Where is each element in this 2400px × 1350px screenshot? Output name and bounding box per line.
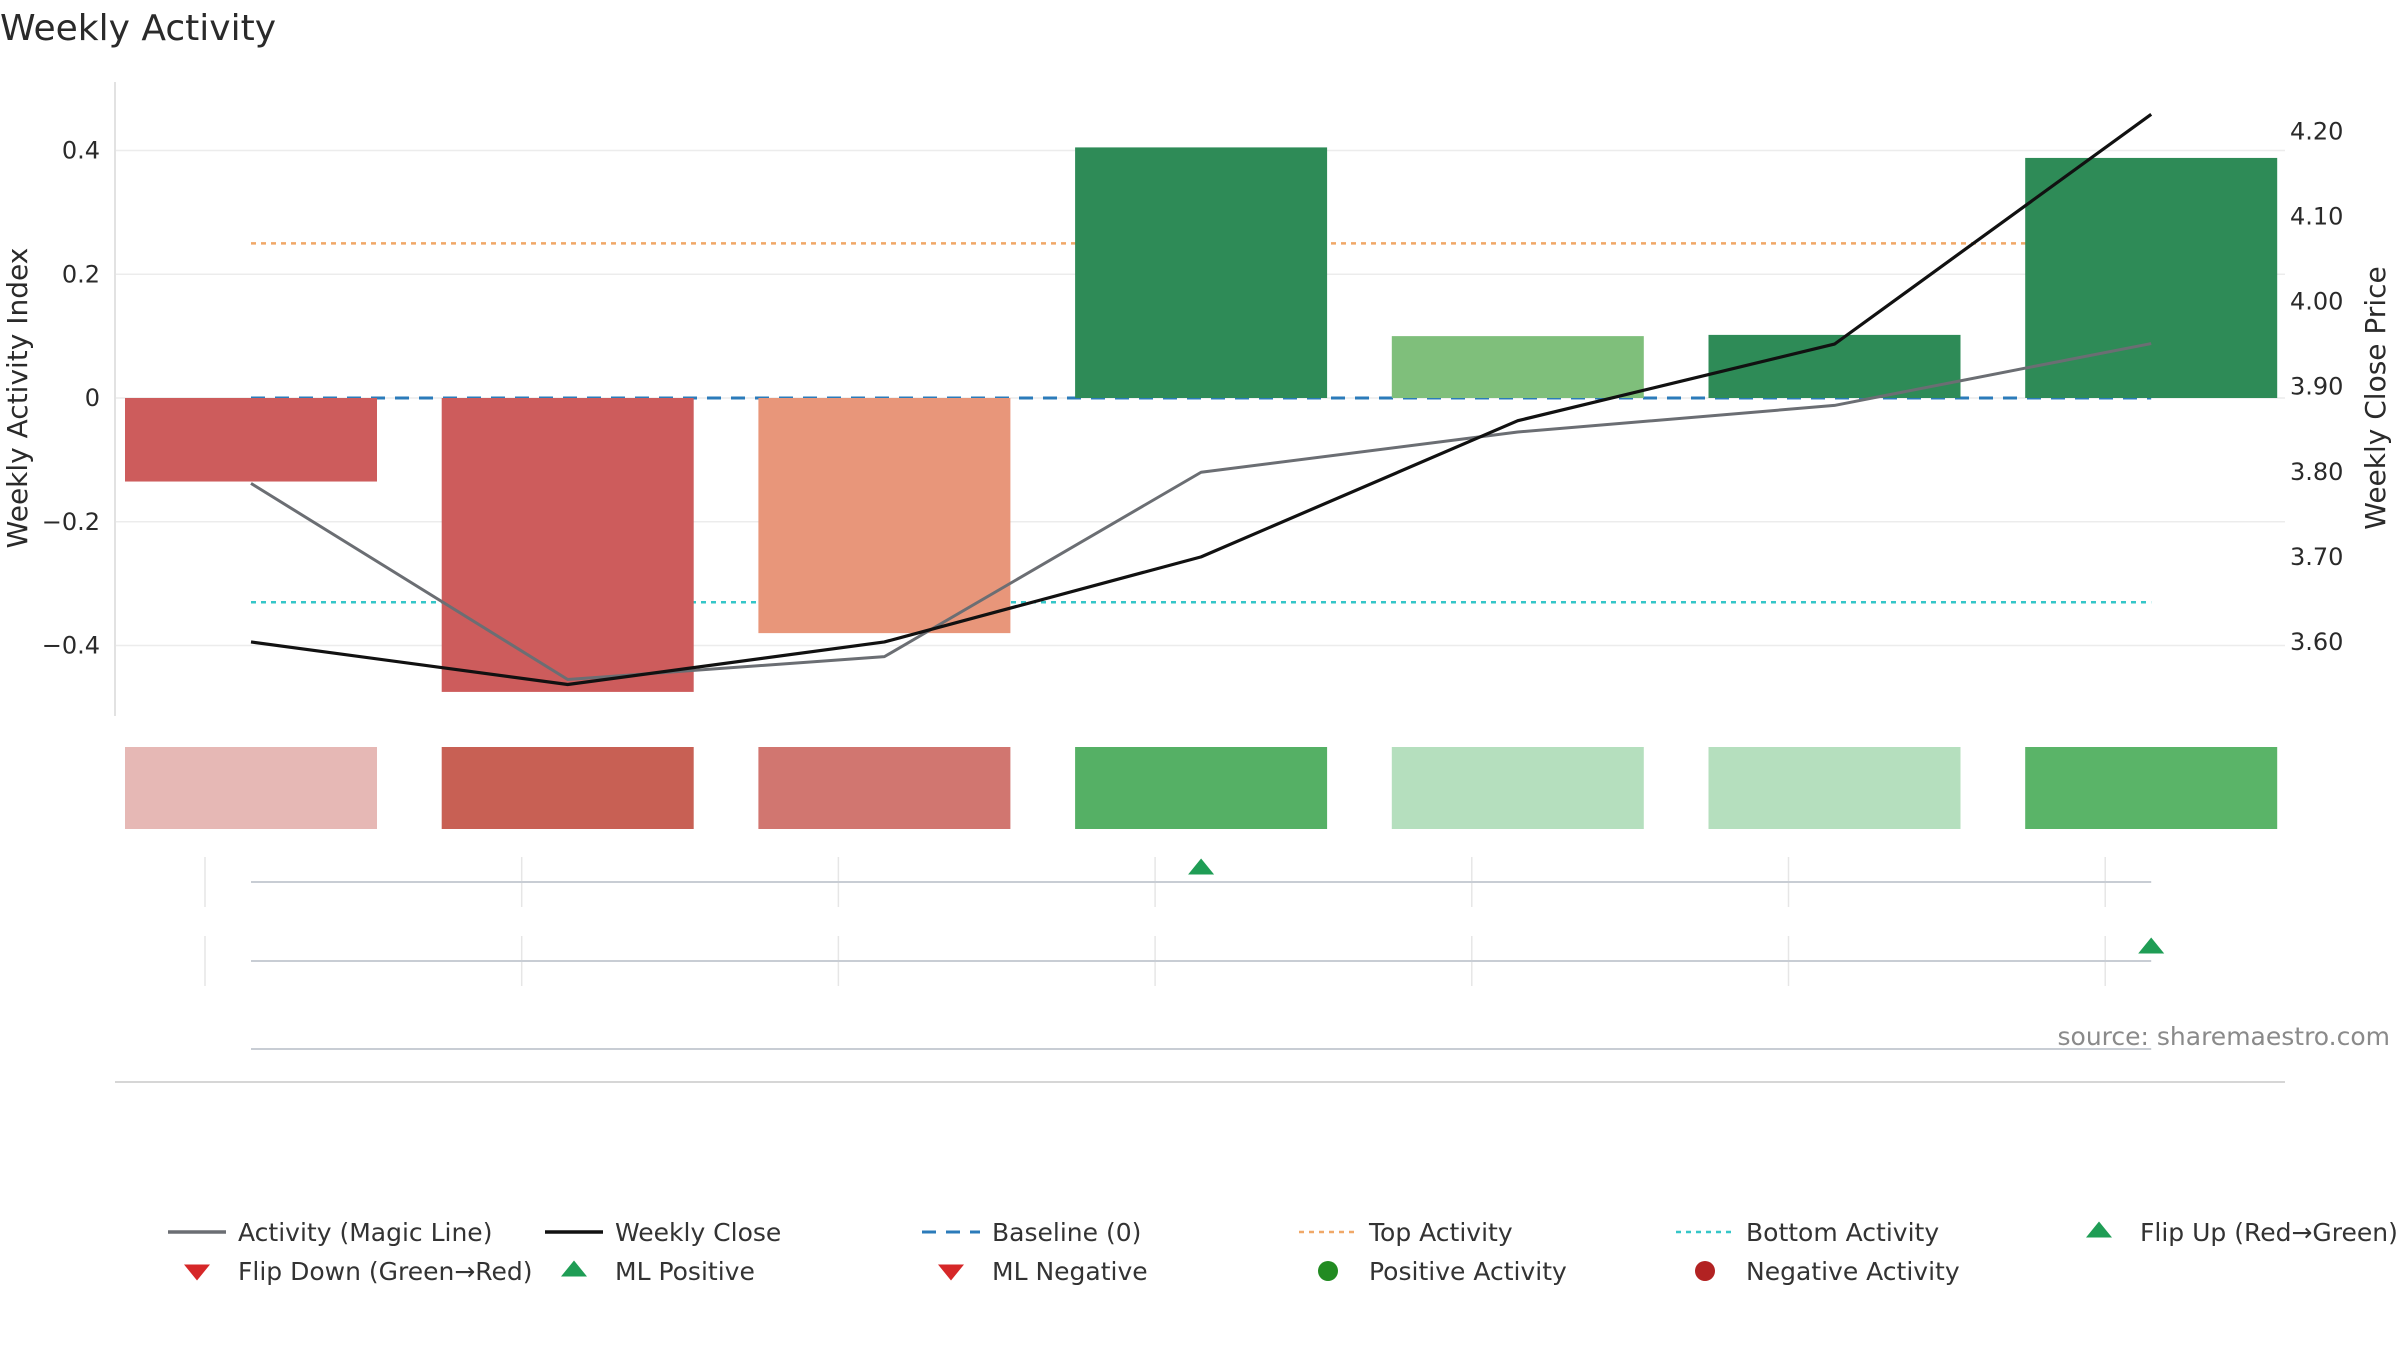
series-line	[250, 342, 2152, 682]
flip-up-marker	[1188, 858, 1215, 875]
right-tick-label: 4.20	[2290, 117, 2343, 145]
left-tick-label: 0.2	[62, 260, 100, 288]
strip-cell	[441, 747, 694, 829]
strip-cell	[125, 747, 377, 829]
legend-label: Negative Activity	[1746, 1257, 1960, 1286]
strip-cell	[2025, 747, 2278, 829]
legend-item: Weekly Close	[545, 1218, 781, 1247]
ml-positive-marker	[2138, 937, 2165, 954]
right-tick-label: 3.80	[2290, 458, 2343, 486]
series-line	[250, 113, 2153, 687]
legend-swatch	[2086, 1221, 2112, 1238]
left-tick-label: 0.4	[62, 137, 100, 165]
axes: 0.4 0.2 0 −0.2 −0.4 4.20 4.10 4.00 3.90 3.80 3.70 3…	[42, 82, 2343, 716]
legend-item: Baseline (0)	[922, 1218, 1141, 1247]
source-credit: source: sharemaestro.com	[2058, 1022, 2391, 1051]
chart-title: Weekly Activity	[0, 8, 276, 49]
legend-item: Bottom Activity	[1676, 1218, 1939, 1247]
activity-bar	[2025, 157, 2278, 398]
activity-bar	[1075, 147, 1328, 398]
legend-item: Activity (Magic Line)	[168, 1218, 492, 1247]
activity-bar	[125, 398, 377, 482]
activity-bar	[758, 398, 1011, 634]
strip-cell	[1708, 747, 1961, 829]
legend-item: Flip Down (Green→Red)	[184, 1257, 533, 1286]
legend-item: Positive Activity	[1318, 1257, 1567, 1286]
legend-swatch	[1318, 1261, 1338, 1281]
left-tick-label: 0	[85, 384, 100, 412]
legend-item: Top Activity	[1299, 1218, 1513, 1247]
activity-strip	[125, 747, 2278, 829]
legend-label: ML Positive	[615, 1257, 755, 1286]
legend-item: Flip Up (Red→Green)	[2086, 1218, 2398, 1247]
legend-label: Top Activity	[1368, 1218, 1513, 1247]
legend-swatch	[561, 1260, 587, 1277]
legend-swatch	[184, 1264, 210, 1281]
legend-item: ML Negative	[938, 1257, 1148, 1286]
legend-label: Activity (Magic Line)	[238, 1218, 492, 1247]
legend: Activity (Magic Line) Weekly Close Baselin…	[168, 1218, 2398, 1286]
marker-rows	[115, 857, 2285, 1083]
legend-label: Flip Down (Green→Red)	[238, 1257, 533, 1286]
legend-label: ML Negative	[992, 1257, 1148, 1286]
series-lines	[250, 113, 2153, 687]
right-tick-label: 4.10	[2290, 202, 2343, 230]
right-tick-label: 3.70	[2290, 543, 2343, 571]
right-tick-label: 4.00	[2290, 288, 2343, 316]
left-tick-label: −0.2	[42, 508, 100, 536]
activity-bar	[1391, 336, 1644, 398]
left-axis-title: Weekly Activity Index	[1, 248, 34, 549]
legend-label: Bottom Activity	[1746, 1218, 1939, 1247]
strip-cell	[758, 747, 1011, 829]
legend-label: Flip Up (Red→Green)	[2140, 1218, 2398, 1247]
strip-cell	[1391, 747, 1644, 829]
legend-item: Negative Activity	[1695, 1257, 1960, 1286]
right-tick-label: 3.90	[2290, 373, 2343, 401]
activity-bar	[441, 398, 694, 692]
strip-cell	[1075, 747, 1328, 829]
right-axis-title: Weekly Close Price	[2359, 266, 2392, 529]
activity-bars	[125, 147, 2278, 692]
legend-swatch	[1695, 1261, 1715, 1281]
left-tick-label: −0.4	[42, 632, 100, 660]
legend-label: Baseline (0)	[992, 1218, 1141, 1247]
right-tick-label: 3.60	[2290, 628, 2343, 656]
legend-label: Weekly Close	[615, 1218, 781, 1247]
legend-label: Positive Activity	[1369, 1257, 1567, 1286]
legend-swatch	[938, 1264, 964, 1281]
legend-item: ML Positive	[561, 1257, 755, 1286]
